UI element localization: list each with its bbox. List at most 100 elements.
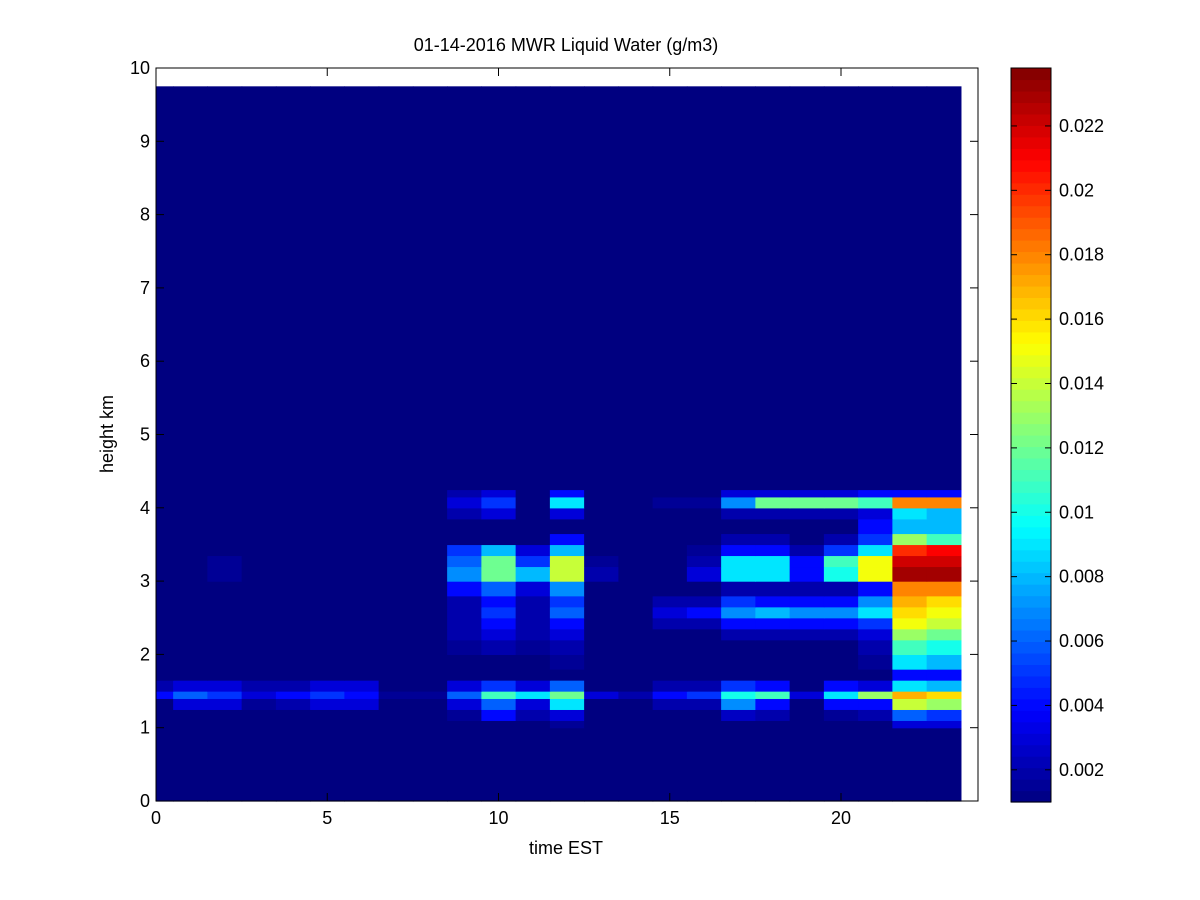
colorbar-segment bbox=[1011, 274, 1051, 287]
colorbar-segment bbox=[1011, 159, 1051, 172]
heatmap-cell bbox=[755, 691, 791, 699]
heatmap-cell bbox=[584, 533, 619, 546]
heatmap-cell bbox=[515, 669, 551, 681]
heatmap-cell bbox=[892, 595, 928, 608]
y-tick-label: 6 bbox=[140, 351, 150, 371]
heatmap-cell bbox=[686, 709, 722, 721]
colorbar-tick-label: 0.018 bbox=[1059, 245, 1104, 265]
heatmap-cell bbox=[892, 727, 928, 802]
heatmap-cell bbox=[549, 680, 585, 692]
heatmap-cell bbox=[721, 709, 756, 721]
heatmap-cell bbox=[755, 507, 791, 520]
colorbar-segment bbox=[1011, 423, 1051, 436]
colorbar-segment bbox=[1011, 480, 1051, 493]
colorbar-segment bbox=[1011, 68, 1051, 81]
heatmap-cell bbox=[549, 709, 585, 721]
plot-area: 0 5 10 15 20 0 1 2 3 4 5 6 7 8 9 10 bbox=[130, 58, 979, 828]
heatmap-cell bbox=[926, 727, 962, 802]
heatmap-cell bbox=[926, 507, 962, 520]
heatmap-cell bbox=[618, 727, 654, 802]
heatmap-cells bbox=[156, 86, 962, 802]
heatmap-cell bbox=[549, 606, 585, 619]
colorbar-segment bbox=[1011, 435, 1051, 448]
heatmap-cell bbox=[447, 727, 482, 802]
heatmap-cell bbox=[275, 639, 311, 655]
heatmap-cell bbox=[241, 518, 277, 535]
heatmap-cell bbox=[310, 533, 345, 546]
heatmap-cell bbox=[618, 617, 654, 630]
heatmap-cell bbox=[275, 489, 311, 498]
heatmap-cell bbox=[310, 518, 345, 535]
heatmap-cell bbox=[652, 669, 688, 681]
heatmap-cell bbox=[549, 691, 585, 699]
heatmap-cell bbox=[310, 680, 345, 692]
heatmap-cell bbox=[412, 698, 448, 710]
heatmap-cell bbox=[412, 727, 448, 802]
heatmap-cell bbox=[344, 496, 380, 509]
colorbar-segment bbox=[1011, 262, 1051, 276]
colorbar-segment bbox=[1011, 779, 1051, 792]
colorbar-segment bbox=[1011, 412, 1051, 425]
heatmap-cell bbox=[652, 720, 688, 729]
heatmap-cell bbox=[173, 544, 208, 557]
x-tick-label: 20 bbox=[831, 808, 851, 828]
heatmap-cell bbox=[823, 606, 859, 619]
heatmap-cell bbox=[618, 720, 654, 729]
heatmap-cell bbox=[618, 507, 654, 520]
heatmap-cell bbox=[344, 555, 380, 568]
heatmap-cell bbox=[618, 691, 654, 699]
heatmap-cell bbox=[892, 639, 928, 655]
heatmap-cell bbox=[481, 698, 517, 710]
heatmap-cell bbox=[241, 555, 277, 568]
heatmap-cell bbox=[173, 727, 208, 802]
heatmap-cell bbox=[755, 555, 791, 568]
colorbar-segment bbox=[1011, 331, 1051, 344]
heatmap-cell bbox=[481, 555, 517, 568]
heatmap-cell bbox=[584, 489, 619, 498]
colorbar-segment bbox=[1011, 526, 1051, 539]
heatmap-cell bbox=[447, 581, 482, 597]
heatmap-cell bbox=[344, 606, 380, 619]
heatmap-cell bbox=[344, 654, 380, 670]
heatmap-cell bbox=[447, 544, 482, 557]
heatmap-cell bbox=[515, 555, 551, 568]
heatmap-cell bbox=[618, 654, 654, 670]
heatmap-cell bbox=[823, 595, 859, 608]
heatmap-cell bbox=[721, 507, 756, 520]
heatmap-cell bbox=[618, 709, 654, 721]
heatmap-cell bbox=[481, 544, 517, 557]
heatmap-cell bbox=[447, 617, 482, 630]
heatmap-cell bbox=[173, 691, 208, 699]
heatmap-cell bbox=[207, 720, 243, 729]
heatmap-cell bbox=[686, 654, 722, 670]
heatmap-cell bbox=[549, 86, 585, 491]
heatmap-cell bbox=[207, 698, 243, 710]
heatmap-cell bbox=[447, 566, 482, 582]
heatmap-cell bbox=[858, 533, 893, 546]
colorbar-segment bbox=[1011, 457, 1051, 471]
heatmap-cell bbox=[378, 496, 414, 509]
heatmap-cell bbox=[344, 639, 380, 655]
heatmap-cell bbox=[755, 86, 791, 491]
heatmap-cell bbox=[823, 654, 859, 670]
heatmap-cell bbox=[310, 555, 345, 568]
heatmap-cell bbox=[344, 617, 380, 630]
heatmap-cell bbox=[481, 709, 517, 721]
heatmap-cell bbox=[652, 507, 688, 520]
heatmap-cell bbox=[310, 507, 345, 520]
heatmap-cell bbox=[481, 489, 517, 498]
colorbar-ticks: 0.002 0.004 0.006 0.008 0.01 0.012 0.014 0.016 0… bbox=[1011, 116, 1104, 780]
heatmap-cell bbox=[156, 518, 174, 535]
heatmap-cell bbox=[156, 489, 174, 498]
heatmap-cell bbox=[584, 698, 619, 710]
heatmap-cell bbox=[858, 628, 893, 641]
heatmap-cell bbox=[412, 617, 448, 630]
heatmap-cell bbox=[686, 680, 722, 692]
colorbar-segment bbox=[1011, 572, 1051, 585]
heatmap-cell bbox=[310, 595, 345, 608]
heatmap-cell bbox=[618, 595, 654, 608]
heatmap-cell bbox=[755, 727, 791, 802]
heatmap-cell bbox=[858, 709, 893, 721]
heatmap-cell bbox=[721, 617, 756, 630]
heatmap-cell bbox=[823, 680, 859, 692]
